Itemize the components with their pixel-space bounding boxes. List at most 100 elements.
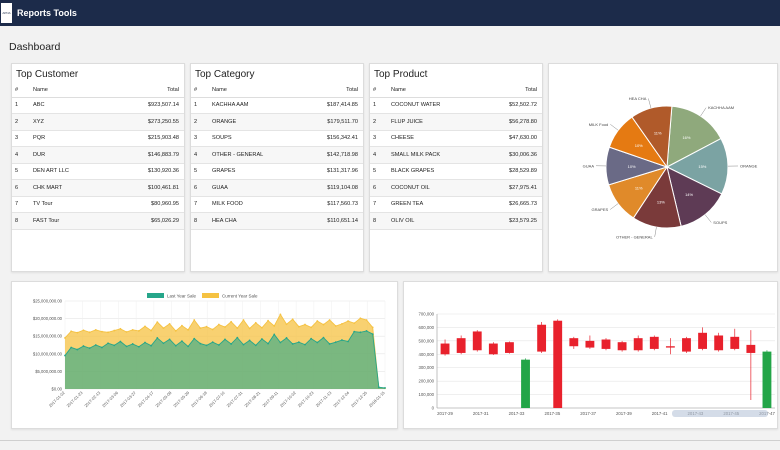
app-logo[interactable]: APNA <box>1 3 12 23</box>
top-category-card: Top Category # Name Total 1 KACHHA AAM $18… <box>190 63 364 272</box>
last-year-point <box>384 387 386 389</box>
table-row[interactable]: 1 ABC $923,507.14 <box>12 97 184 114</box>
current-year-point <box>64 337 66 339</box>
weekly-candlestick-chart[interactable]: 0 100,000 200,000 300,000 400,000 500,000 600,… <box>404 282 779 430</box>
row-total: $65,026.29 <box>109 212 184 230</box>
table-row[interactable]: 8 HEA CHA $110,651.14 <box>191 212 363 230</box>
row-name: FAST Tour <box>30 212 110 230</box>
table-row[interactable]: 7 TV Tour $80,960.95 <box>12 196 184 213</box>
last-year-point <box>113 344 116 347</box>
candle-body[interactable] <box>714 335 724 351</box>
table-row[interactable]: 6 CHK MART $100,461.81 <box>12 179 184 197</box>
last-year-point <box>88 347 91 350</box>
candle-body[interactable] <box>665 346 675 348</box>
current-year-point <box>125 331 128 333</box>
table-row[interactable]: 8 OLIV OIL $23,579.25 <box>370 212 542 230</box>
last-year-point <box>217 344 220 346</box>
pie-slice-label: KACHHA AAM <box>708 105 734 110</box>
candle-body[interactable] <box>569 338 579 347</box>
x-tick-label: 2017-09-11 <box>261 390 279 408</box>
app-title[interactable]: Reports Tools <box>17 8 77 18</box>
last-year-point <box>242 343 245 346</box>
x-tick-label: 2017-37 <box>580 411 596 416</box>
candle-body[interactable] <box>698 332 707 349</box>
row-name: OLIV OIL <box>388 212 482 230</box>
table-row[interactable]: 1 KACHHA AAM $187,414.85 <box>191 97 363 114</box>
current-year-point <box>273 325 276 327</box>
candle-body[interactable] <box>585 340 595 348</box>
category-pie-chart[interactable]: 16% KACHHA AAM 15% ORANGE 14% SOUPS 13% OTHER -… <box>549 64 779 273</box>
x-tick-label: 2017-11-13 <box>315 390 333 408</box>
pie-slice[interactable] <box>665 137 729 195</box>
table-row[interactable]: 5 DEN ART LLC $130,920.36 <box>12 163 184 180</box>
table-row[interactable]: 3 CHEESE $47,630.00 <box>370 130 542 147</box>
candle-body[interactable] <box>537 324 547 352</box>
table-header-row: # Name Total <box>370 84 542 98</box>
row-name: COCONUT WATER <box>388 97 482 114</box>
row-number: 6 <box>191 179 209 197</box>
candle-body[interactable] <box>472 331 482 351</box>
row-number: 5 <box>12 163 30 180</box>
current-year-point <box>168 322 171 325</box>
sales-area-chart[interactable]: Last Year Sale Current Year Sale $0.00 $5,0… <box>12 282 399 430</box>
row-total: $273,250.55 <box>109 113 184 131</box>
last-year-point <box>181 340 183 343</box>
col-header-number: # <box>191 84 209 98</box>
table-row[interactable]: 3 SOUPS $156,342.41 <box>191 130 363 147</box>
pie-slice-label: MILK Food <box>589 122 609 127</box>
candle-body[interactable] <box>730 336 740 349</box>
last-year-point <box>273 333 276 336</box>
table-row[interactable]: 2 ORANGE $179,511.70 <box>191 113 363 131</box>
legend-swatch-last-year <box>147 293 164 298</box>
candle-body[interactable] <box>682 338 691 352</box>
x-tick-label: 2017-07-31 <box>225 390 244 409</box>
current-year-point <box>261 326 263 329</box>
y-tick-label: $20,000,000.00 <box>33 316 63 321</box>
table-row[interactable]: 7 GREEN TEA $26,665.73 <box>370 196 542 213</box>
candle-body[interactable] <box>601 339 611 349</box>
table-row[interactable]: 3 PQR $215,903.48 <box>12 130 184 147</box>
current-year-point <box>236 327 239 330</box>
table-row[interactable]: 5 BLACK GRAPES $28,529.89 <box>370 163 542 180</box>
x-tick-label: 2017-05-29 <box>172 390 191 409</box>
pie-slice-percent: 11% <box>635 186 643 191</box>
candle-body[interactable] <box>649 336 659 349</box>
row-number: 3 <box>370 130 388 147</box>
table-row[interactable]: 5 GRAPES $131,317.96 <box>191 163 363 180</box>
candle-body[interactable] <box>746 344 756 353</box>
current-year-point <box>193 319 196 321</box>
candle-body[interactable] <box>521 359 530 408</box>
candle-body[interactable] <box>633 338 643 351</box>
row-name: XYZ <box>30 113 110 131</box>
x-tick-label: 2017-02-13 <box>83 390 102 409</box>
candle-body[interactable] <box>440 343 450 355</box>
candle-body[interactable] <box>488 343 498 355</box>
current-year-point <box>353 322 356 325</box>
table-row[interactable]: 6 GUAA $119,104.08 <box>191 179 363 197</box>
row-number: 8 <box>191 212 209 230</box>
x-tick-label: 2017-33 <box>509 411 525 416</box>
candle-body[interactable] <box>762 351 772 408</box>
table-row[interactable]: 4 OTHER - GENERAL $142,718.98 <box>191 146 363 164</box>
current-year-point <box>310 326 313 329</box>
pie-slice[interactable] <box>666 166 723 227</box>
candle-body[interactable] <box>617 342 627 351</box>
table-row[interactable]: 4 SMALL MILK PACK $30,006.36 <box>370 146 542 164</box>
candle-body[interactable] <box>456 338 466 353</box>
table-row[interactable]: 6 COCONUT OIL $27,975.41 <box>370 179 542 197</box>
table-row[interactable]: 1 COCONUT WATER $52,502.72 <box>370 97 542 114</box>
x-tick-label: 2017-01-02 <box>48 390 67 409</box>
pie-slice[interactable] <box>666 105 722 168</box>
col-header-total: Total <box>300 84 363 98</box>
candle-body[interactable] <box>553 320 563 408</box>
table-row[interactable]: 8 FAST Tour $65,026.29 <box>12 212 184 230</box>
candle-body[interactable] <box>505 342 514 353</box>
row-name: KACHHA AAM <box>209 97 301 114</box>
table-row[interactable]: 2 FLUP JUICE $56,278.80 <box>370 113 542 131</box>
table-row[interactable]: 4 DUR $146,883.79 <box>12 146 184 164</box>
table-row[interactable]: 2 XYZ $273,250.55 <box>12 113 184 131</box>
table-row[interactable]: 7 MILK FOOD $117,560.73 <box>191 196 363 213</box>
pie-slice[interactable] <box>631 105 673 169</box>
current-year-point <box>144 325 146 328</box>
current-year-point <box>107 331 109 334</box>
